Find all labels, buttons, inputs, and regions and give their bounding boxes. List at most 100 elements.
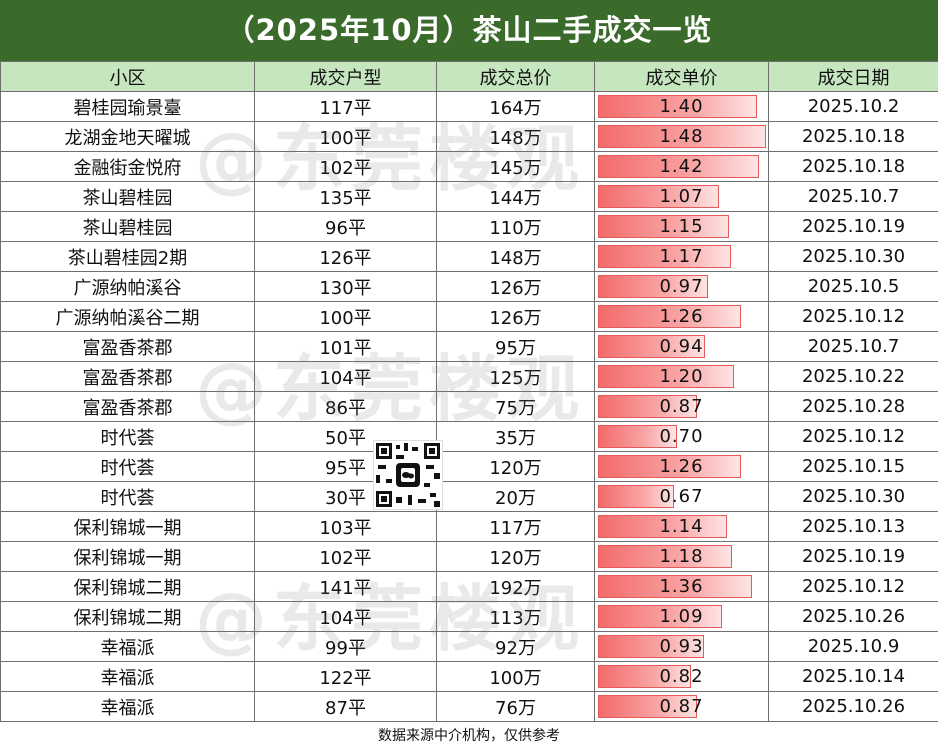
table-body: 碧桂园瑜景臺 117平 164万 1.40 2025.10.2 龙湖金地天曜城 100平 14… [0,91,938,722]
cell-unit-price: 1.36 [594,571,769,602]
cell-date: 2025.10.30 [768,241,938,272]
page-title: （2025年10月）茶山二手成交一览 [0,0,938,61]
cell-date: 2025.10.18 [768,121,938,152]
deal-table: 小区 成交户型 成交总价 成交单价 成交日期 碧桂园瑜景臺 117平 164万 1.4… [0,61,938,722]
cell-total-price: 148万 [436,241,595,272]
header-row: 小区 成交户型 成交总价 成交单价 成交日期 [0,61,938,92]
cell-area: 100平 [254,301,437,332]
cell-total-price: 126万 [436,271,595,302]
cell-total-price: 145万 [436,151,595,182]
col-header-area: 成交户型 [254,61,437,92]
cell-community: 保利锦城二期 [0,571,255,602]
cell-community: 广源纳帕溪谷 [0,271,255,302]
unit-price-value: 1.36 [659,576,704,597]
col-header-unit-price: 成交单价 [594,61,769,92]
col-header-community: 小区 [0,61,255,92]
unit-price-value: 0.82 [659,666,704,687]
unit-price-value: 1.18 [659,546,704,567]
cell-total-price: 20万 [436,481,595,512]
cell-date: 2025.10.19 [768,541,938,572]
cell-unit-price: 1.09 [594,601,769,632]
cell-unit-price: 1.20 [594,361,769,392]
cell-total-price: 92万 [436,631,595,662]
cell-unit-price: 0.67 [594,481,769,512]
unit-price-bar [598,695,697,718]
cell-total-price: 125万 [436,361,595,392]
unit-price-bar [598,125,766,148]
cell-area: 102平 [254,151,437,182]
cell-unit-price: 1.18 [594,541,769,572]
cell-community: 时代荟 [0,421,255,452]
unit-price-bar [598,455,741,478]
unit-price-value: 1.17 [659,246,704,267]
cell-date: 2025.10.5 [768,271,938,302]
cell-unit-price: 1.07 [594,181,769,212]
cell-area: 104平 [254,601,437,632]
cell-unit-price: 0.87 [594,691,769,722]
cell-date: 2025.10.12 [768,571,938,602]
table-row: 时代荟 50平 35万 0.70 2025.10.12 [0,421,938,452]
cell-community: 金融街金悦府 [0,151,255,182]
cell-community: 幸福派 [0,631,255,662]
cell-unit-price: 1.40 [594,91,769,122]
cell-community: 时代荟 [0,451,255,482]
table-row: 保利锦城一期 103平 117万 1.14 2025.10.13 [0,511,938,542]
cell-unit-price: 0.94 [594,331,769,362]
cell-unit-price: 0.93 [594,631,769,662]
cell-date: 2025.10.14 [768,661,938,692]
unit-price-bar [598,545,732,568]
table-row: 保利锦城二期 104平 113万 1.09 2025.10.26 [0,601,938,632]
cell-community: 幸福派 [0,691,255,722]
cell-area: 103平 [254,511,437,542]
table-row: 保利锦城二期 141平 192万 1.36 2025.10.12 [0,571,938,602]
cell-community: 龙湖金地天曜城 [0,121,255,152]
unit-price-bar [598,245,731,268]
cell-date: 2025.10.12 [768,301,938,332]
unit-price-value: 0.97 [659,276,704,297]
cell-area: 104平 [254,361,437,392]
cell-total-price: 148万 [436,121,595,152]
unit-price-bar [598,275,708,298]
col-header-total-price: 成交总价 [436,61,595,92]
unit-price-value: 0.87 [659,396,704,417]
table-row: 富盈香茶郡 86平 75万 0.87 2025.10.28 [0,391,938,422]
cell-total-price: 120万 [436,451,595,482]
unit-price-bar [598,575,752,598]
unit-price-bar [598,635,704,658]
cell-community: 茶山碧桂园2期 [0,241,255,272]
table-row: 广源纳帕溪谷 130平 126万 0.97 2025.10.5 [0,271,938,302]
cell-total-price: 126万 [436,301,595,332]
cell-date: 2025.10.12 [768,421,938,452]
cell-date: 2025.10.18 [768,151,938,182]
table-row: 幸福派 122平 100万 0.82 2025.10.14 [0,661,938,692]
table-row: 茶山碧桂园 96平 110万 1.15 2025.10.19 [0,211,938,242]
footer-note: 数据来源中介机构，仅供参考 [378,728,560,744]
cell-area: 86平 [254,391,437,422]
cell-community: 保利锦城二期 [0,601,255,632]
cell-date: 2025.10.13 [768,511,938,542]
table-row: 时代荟 95平 120万 1.26 2025.10.15 [0,451,938,482]
unit-price-bar [598,485,674,508]
unit-price-value: 0.94 [659,336,704,357]
unit-price-value: 1.48 [659,126,704,147]
cell-unit-price: 0.70 [594,421,769,452]
unit-price-value: 1.26 [659,306,704,327]
cell-area: 122平 [254,661,437,692]
unit-price-bar [598,95,757,118]
cell-total-price: 144万 [436,181,595,212]
cell-unit-price: 0.82 [594,661,769,692]
cell-total-price: 100万 [436,661,595,692]
cell-area: 102平 [254,541,437,572]
table-row: 富盈香茶郡 101平 95万 0.94 2025.10.7 [0,331,938,362]
unit-price-bar [598,365,734,388]
unit-price-value: 0.87 [659,696,704,717]
cell-area: 100平 [254,121,437,152]
cell-total-price: 75万 [436,391,595,422]
cell-date: 2025.10.7 [768,181,938,212]
cell-unit-price: 1.14 [594,511,769,542]
qr-code-icon [373,440,443,510]
cell-community: 保利锦城一期 [0,541,255,572]
unit-price-bar [598,665,691,688]
cell-date: 2025.10.26 [768,601,938,632]
